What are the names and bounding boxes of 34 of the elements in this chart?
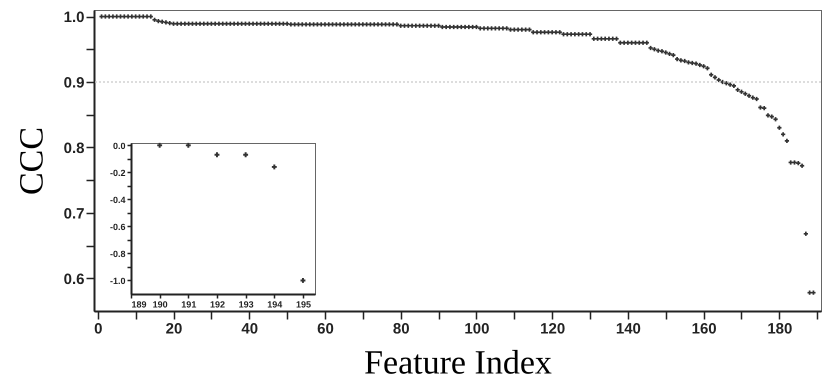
y-tick-label: 0.6 (64, 270, 84, 288)
x-tick-label: 195 (296, 300, 311, 310)
x-tick-label: 192 (210, 300, 225, 310)
x-tick-label: 190 (152, 300, 168, 310)
x-tick-label: 189 (132, 300, 147, 310)
y-tick-label: 1.0 (64, 9, 84, 26)
point (157, 142, 162, 148)
x-tick-label: 160 (692, 320, 717, 338)
x-tick-label: 120 (540, 320, 566, 338)
point (300, 278, 306, 283)
y-tick-label: 0.7 (64, 205, 84, 222)
point (186, 142, 191, 148)
x-tick-label: 180 (767, 320, 792, 338)
x-tick-label: 0 (94, 320, 102, 338)
x-tick-label: 20 (166, 320, 182, 338)
x-tick-label: 100 (464, 320, 490, 338)
x-tick-label: 193 (238, 300, 254, 310)
y-tick-label: -1.0 (110, 276, 126, 286)
y-tick-label: 0.8 (64, 140, 84, 157)
x-tick-label: 60 (317, 320, 334, 338)
x-tick-label: 191 (181, 300, 196, 310)
y-axis-title: CCC (14, 126, 51, 196)
x-tick-label: 40 (241, 320, 258, 338)
x-axis-title: Feature Index (364, 344, 552, 382)
y-tick-label: -0.6 (110, 222, 126, 232)
y-tick-label: -0.4 (110, 194, 126, 205)
x-tick-label: 194 (267, 300, 282, 310)
y-tick-label: 0.9 (64, 74, 84, 92)
x-tick-label: 140 (616, 320, 641, 338)
y-tick-label: -0.2 (110, 168, 126, 178)
point (272, 164, 277, 170)
y-tick-label: -0.8 (110, 248, 126, 259)
y-tick-label: 0.0 (112, 140, 126, 151)
x-tick-label: 80 (392, 320, 410, 338)
